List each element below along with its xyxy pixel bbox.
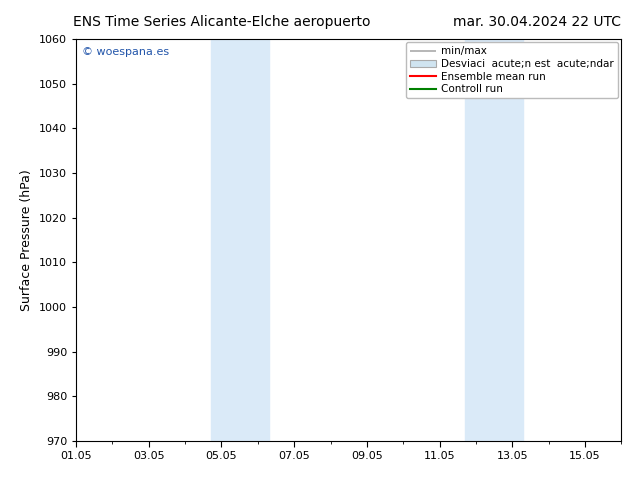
Text: mar. 30.04.2024 22 UTC: mar. 30.04.2024 22 UTC bbox=[453, 15, 621, 29]
Bar bbox=[210, 39, 269, 441]
Legend: min/max, Desviaci  acute;n est  acute;ndar, Ensemble mean run, Controll run: min/max, Desviaci acute;n est acute;ndar… bbox=[406, 42, 618, 98]
Bar bbox=[465, 39, 523, 441]
Text: ENS Time Series Alicante-Elche aeropuerto: ENS Time Series Alicante-Elche aeropuert… bbox=[73, 15, 371, 29]
Y-axis label: Surface Pressure (hPa): Surface Pressure (hPa) bbox=[20, 169, 34, 311]
Text: © woespana.es: © woespana.es bbox=[82, 47, 169, 57]
